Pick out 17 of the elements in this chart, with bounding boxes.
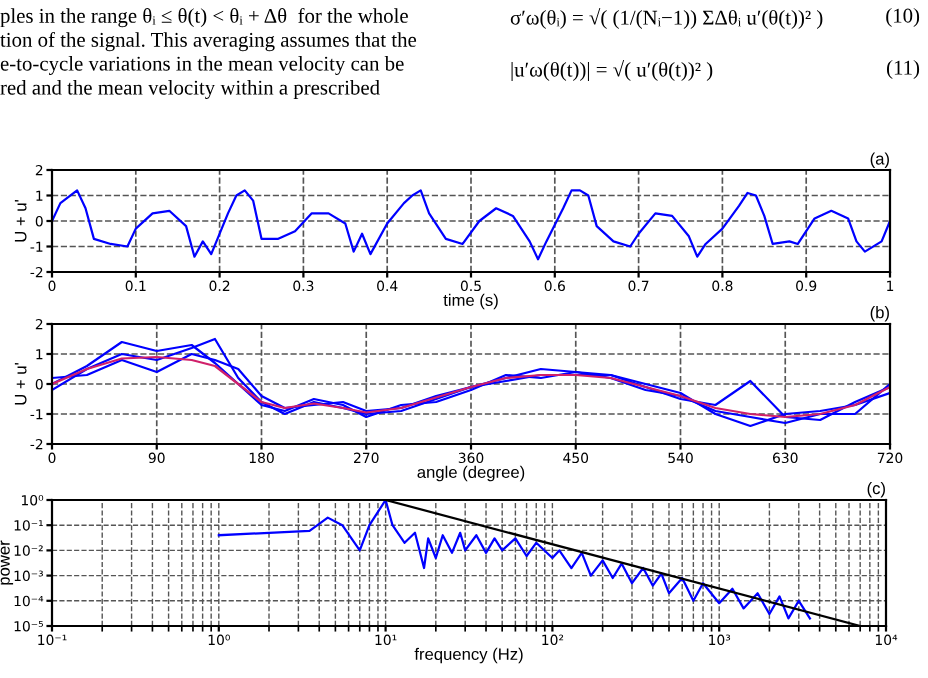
y-axis-title: U + u': [14, 200, 27, 242]
y-axis-title: U + u': [14, 363, 27, 405]
text: (c): [867, 481, 885, 498]
text: e-to-cycle variations in the mean velocity can be: [0, 56, 404, 75]
y-axis-title: power: [0, 540, 14, 585]
text: red and the mean velocity within a prescribed: [0, 80, 380, 99]
x-axis-title: frequency (Hz): [414, 647, 523, 664]
text: tion of the signal. This averaging assumes that the: [0, 32, 417, 52]
text: (b): [870, 306, 889, 322]
text: σ′ω(θᵢ) = √( (1/(Nᵢ−1)) ΣΔθᵢ u′(θ(t))² ): [510, 8, 823, 29]
text: (10): [886, 8, 920, 27]
text: |u′ω(θ(t))| = √( u′(θ(t))² ): [511, 60, 713, 81]
text: ples in the range θᵢ ≤ θ(t) < θᵢ + Δθ for the whole: [0, 8, 408, 28]
x-axis-title: angle (degree): [417, 465, 525, 482]
text: (11): [886, 60, 920, 79]
text: (a): [870, 152, 889, 168]
x-axis-title: time (s): [443, 293, 498, 310]
